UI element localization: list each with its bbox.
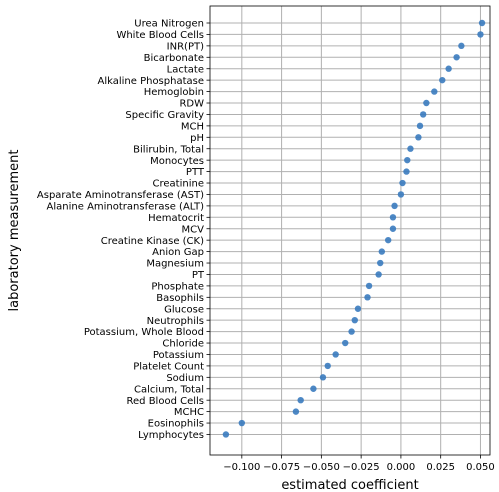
data-point: [404, 156, 411, 164]
data-point: [407, 145, 414, 152]
x-tick-label: 0.025: [426, 462, 455, 473]
y-tick-label: Creatine Kinase (CK): [101, 236, 204, 247]
data-point: [348, 328, 355, 335]
x-axis-ticks: −0.100 −0.075 −0.050 −0.025 0.000 0.025 0.050: [223, 455, 495, 473]
data-point: [384, 236, 392, 244]
y-tick-label: MCV: [182, 224, 205, 235]
y-tick-label: Bicarbonate: [144, 53, 204, 64]
data-point: [310, 385, 317, 392]
y-tick-label: Monocytes: [150, 156, 204, 167]
y-tick-label: Hemoglobin: [144, 87, 204, 98]
data-point: [416, 122, 424, 130]
data-point: [354, 305, 362, 312]
y-tick-label: Hematocrit: [148, 213, 204, 224]
y-tick-label: Neutrophils: [147, 316, 204, 327]
y-tick-label: PTT: [186, 167, 205, 178]
y-tick-label: Platelet Count: [133, 362, 204, 373]
data-point: [351, 316, 358, 324]
data-point: [399, 179, 406, 187]
y-tick-label: Basophils: [156, 293, 204, 304]
y-axis-label: laboratory measurement: [7, 149, 22, 311]
data-point: [389, 214, 397, 221]
x-tick-label: 0.050: [466, 462, 495, 473]
y-tick-label: Red Blood Cells: [127, 396, 204, 407]
y-tick-label: Sodium: [166, 373, 204, 384]
y-tick-label: MCHC: [174, 407, 204, 418]
data-point: [397, 191, 405, 198]
data-point: [364, 294, 371, 301]
data-point: [377, 259, 384, 267]
y-tick-label: Eosinophils: [148, 419, 204, 430]
y-tick-label: Potassium, Whole Blood: [84, 327, 204, 338]
y-tick-label: Lactate: [167, 64, 204, 75]
y-tick-label: Potassium: [153, 350, 204, 361]
x-tick-label: 0.000: [387, 462, 416, 473]
data-point: [292, 408, 300, 415]
data-point: [415, 134, 422, 141]
y-tick-label: INR(PT): [167, 41, 204, 52]
y-tick-label: Calcium, Total: [134, 384, 204, 395]
data-point: [238, 419, 246, 427]
data-point: [365, 282, 373, 290]
y-tick-label: White Blood Cells: [116, 30, 204, 41]
data-point: [445, 65, 452, 72]
data-points: [222, 19, 486, 438]
y-tick-label: PT: [192, 270, 205, 281]
data-point: [375, 271, 382, 278]
y-tick-label: Alanine Aminotransferase (ALT): [47, 201, 205, 212]
y-tick-label: Magnesium: [146, 259, 204, 270]
y-tick-label: Urea Nitrogen: [134, 19, 204, 30]
x-tick-label: −0.025: [343, 462, 380, 473]
data-point: [439, 76, 446, 84]
data-point: [319, 374, 327, 381]
y-tick-label: Alkaline Phosphatase: [97, 76, 204, 87]
y-tick-label: Asparate Aminotransferase (AST): [37, 190, 204, 201]
y-tick-label: Specific Gravity: [125, 110, 204, 121]
data-point: [378, 248, 386, 255]
x-axis-label: estimated coefficient: [281, 478, 418, 492]
y-tick-label: Anion Gap: [152, 247, 204, 258]
y-tick-label: Creatinine: [153, 179, 204, 190]
data-point: [423, 99, 430, 107]
x-tick-label: −0.050: [303, 462, 340, 473]
data-point: [419, 111, 427, 118]
data-point: [477, 31, 484, 38]
data-point: [342, 339, 349, 347]
data-point: [403, 168, 410, 175]
x-tick-label: −0.100: [223, 462, 260, 473]
data-point: [324, 362, 331, 370]
data-point: [222, 431, 230, 438]
grid-lines: [210, 6, 490, 455]
data-point: [453, 54, 460, 61]
data-point: [478, 19, 486, 27]
y-tick-label: MCH: [181, 121, 204, 132]
y-tick-label: RDW: [179, 99, 204, 110]
y-tick-label: Lymphocytes: [138, 430, 204, 441]
data-point: [431, 88, 438, 95]
data-point: [458, 42, 465, 50]
y-tick-label: pH: [190, 133, 204, 144]
x-tick-label: −0.075: [263, 462, 300, 473]
data-point: [297, 396, 304, 404]
y-tick-label: Phosphate: [151, 281, 204, 292]
data-point: [391, 202, 398, 210]
y-tick-label: Glucose: [164, 304, 204, 315]
data-point: [389, 225, 397, 232]
y-tick-label: Chloride: [162, 339, 204, 350]
data-point: [332, 351, 339, 358]
plot-area-frame: [209, 5, 491, 456]
y-tick-label: Bilirubin, Total: [133, 144, 204, 155]
